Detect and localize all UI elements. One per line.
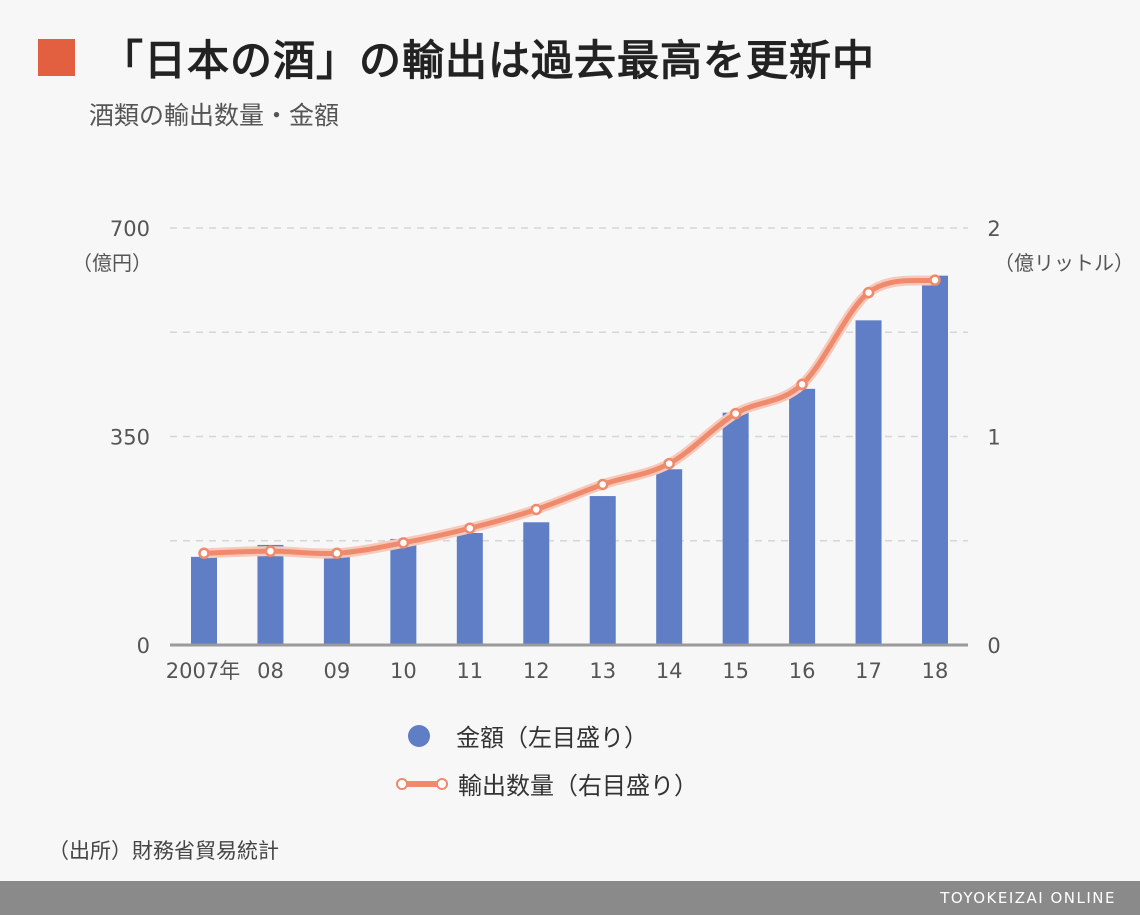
bar (323, 554, 350, 645)
legend-label-amount: 金額（左目盛り） (456, 724, 648, 752)
bar (589, 496, 616, 645)
volume-point (729, 407, 742, 420)
title-accent-square (38, 38, 75, 76)
bar (257, 544, 284, 645)
y-right-tick-label: 0 (987, 634, 1000, 658)
volume-line-halo (199, 275, 940, 559)
y-right-tick-label: 1 (987, 426, 1000, 450)
volume-point (663, 457, 675, 470)
bar (722, 412, 749, 645)
volume-point (264, 545, 277, 557)
legend-swatch-marker-right (436, 777, 448, 790)
legend-label-volume: 輸出数量（右目盛り） (458, 772, 698, 800)
volume-point (464, 522, 476, 534)
volume-point (530, 503, 543, 516)
bar (523, 522, 550, 645)
x-tick-label: 13 (589, 659, 616, 683)
volume-line (201, 277, 938, 557)
x-tick-label: 08 (257, 659, 284, 683)
legend-swatch-line (396, 780, 448, 787)
legend-swatch-marker-left (396, 777, 408, 790)
y-right-tick-label: 2 (987, 217, 1000, 241)
y-left-tick-label: 0 (137, 634, 150, 658)
x-tick-label: 16 (789, 659, 816, 683)
volume-point (331, 547, 343, 560)
bar (789, 388, 816, 645)
bar (390, 538, 417, 645)
bar (855, 320, 882, 645)
bar (191, 556, 217, 645)
x-tick-label: 17 (855, 659, 882, 683)
volume-point (397, 537, 410, 549)
x-tick-label: 18 (922, 659, 949, 683)
source-note: （出所）財務省貿易統計 (48, 839, 279, 863)
legend-item-volume: 輸出数量（右目盛り） (396, 766, 698, 801)
legend-swatch-amount (408, 724, 430, 747)
y-right-unit-label: （億リットル） (994, 251, 1134, 275)
x-tick-label: 2007年 (166, 659, 240, 683)
x-tick-label: 10 (390, 659, 417, 683)
volume-point (198, 547, 210, 560)
bar (656, 469, 683, 645)
volume-point (796, 378, 808, 391)
bar (456, 533, 483, 645)
x-tick-label: 14 (656, 659, 683, 683)
footer-brand: TOYOKEIZAI ONLINE (940, 889, 1116, 907)
x-tick-label: 11 (456, 659, 483, 683)
x-tick-label: 12 (523, 659, 550, 683)
chart-subtitle: 酒類の輸出数量・金額 (89, 101, 340, 130)
y-left-tick-label: 350 (110, 426, 150, 450)
y-left-unit-label: （億円） (72, 251, 152, 275)
x-tick-label: 09 (324, 659, 351, 683)
bar (922, 275, 948, 645)
legend-item-amount: 金額（左目盛り） (408, 718, 648, 753)
volume-point (862, 286, 875, 299)
volume-point (596, 478, 609, 491)
legend-swatch-volume (396, 773, 448, 795)
y-left-tick-label: 700 (110, 217, 150, 241)
title-row: 「日本の酒」の輸出は過去最高を更新中 (38, 32, 875, 85)
x-tick-label: 15 (722, 659, 749, 683)
footer-bar: TOYOKEIZAI ONLINE (0, 881, 1140, 915)
volume-point (929, 274, 941, 286)
chart-title: 「日本の酒」の輸出は過去最高を更新中 (101, 35, 876, 85)
